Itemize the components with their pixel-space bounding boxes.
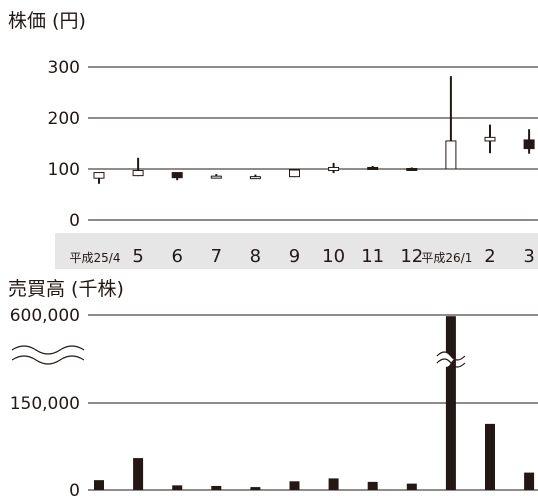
candle-body [445, 140, 457, 170]
volume-gridlines [88, 314, 538, 491]
x-tick-label: 12 [400, 246, 423, 267]
x-tick-label: 10 [322, 246, 345, 267]
volume-bar [328, 478, 339, 490]
x-tick-label: 平成25/4 [70, 251, 121, 265]
candle-body [132, 170, 144, 177]
candlestick [484, 124, 496, 154]
x-tick-label: 6 [171, 246, 182, 267]
candle-body [406, 167, 418, 171]
price-gridlines [88, 66, 538, 221]
candle-body [171, 172, 183, 179]
volume-chart-title: 売買高 (千株) [8, 278, 124, 300]
volume-bar [133, 458, 144, 490]
volume-bar [289, 481, 300, 490]
candle-body [367, 166, 379, 170]
candlestick [93, 172, 105, 184]
volume-y-tick-label: 150,000 [10, 394, 80, 414]
volume-bar [485, 423, 495, 490]
x-tick-label: 5 [132, 246, 143, 267]
volume-bar [250, 487, 261, 490]
candlestick [367, 165, 379, 170]
x-tick-label: 8 [250, 246, 261, 267]
category-band [55, 233, 538, 269]
candle-body [289, 169, 300, 178]
candlestick [210, 174, 222, 179]
volume-y-tick-label: 600,000 [10, 306, 80, 326]
volume-bar [367, 481, 378, 490]
axis-break-wave [11, 345, 85, 355]
candlestick [328, 162, 340, 174]
candlestick [171, 172, 183, 181]
price-y-tick-label: 100 [48, 160, 80, 180]
volume-bars [94, 316, 535, 490]
bar-break-icon [436, 351, 466, 368]
bar-break-line [436, 351, 466, 361]
bar-break-line [436, 358, 466, 368]
price-y-tick-label: 300 [48, 58, 80, 78]
volume-bar [94, 480, 104, 490]
price-y-tick-label: 200 [48, 109, 80, 129]
price-y-tick-label: 0 [69, 211, 80, 231]
volume-bar [211, 485, 222, 490]
candle-body [484, 136, 496, 142]
candlestick [523, 129, 535, 154]
candle-body [523, 139, 535, 150]
x-tick-label: 3 [523, 246, 534, 267]
candlestick [132, 157, 144, 177]
candlesticks [93, 76, 535, 184]
price-chart-title: 株価 (円) [8, 10, 86, 32]
x-tick-label: 9 [289, 246, 300, 267]
candlestick [289, 169, 300, 178]
candle-body [249, 176, 261, 180]
volume-y-tick-label: 0 [69, 481, 80, 496]
axis-break-icon [11, 345, 85, 365]
candle-body [328, 166, 340, 172]
volume-bar [445, 316, 456, 490]
bar-break-gap [438, 352, 463, 367]
axis-break-wave [11, 355, 85, 365]
candle-body [93, 172, 105, 179]
volume-bar [406, 483, 417, 490]
x-tick-label: 2 [484, 246, 495, 267]
volume-bar [172, 485, 183, 490]
candlestick [249, 174, 261, 180]
price-y-tick-labels: 300 200 100 0 [48, 58, 80, 231]
candle-body [210, 175, 222, 179]
x-tick-label: 11 [361, 246, 384, 267]
volume-y-tick-labels: 600,000 150,000 0 [10, 306, 80, 496]
candlestick [445, 76, 457, 170]
x-tick-label: 7 [211, 246, 222, 267]
x-tick-label: 平成26/1 [421, 251, 472, 265]
volume-bar [524, 472, 535, 490]
candlestick [406, 167, 418, 171]
